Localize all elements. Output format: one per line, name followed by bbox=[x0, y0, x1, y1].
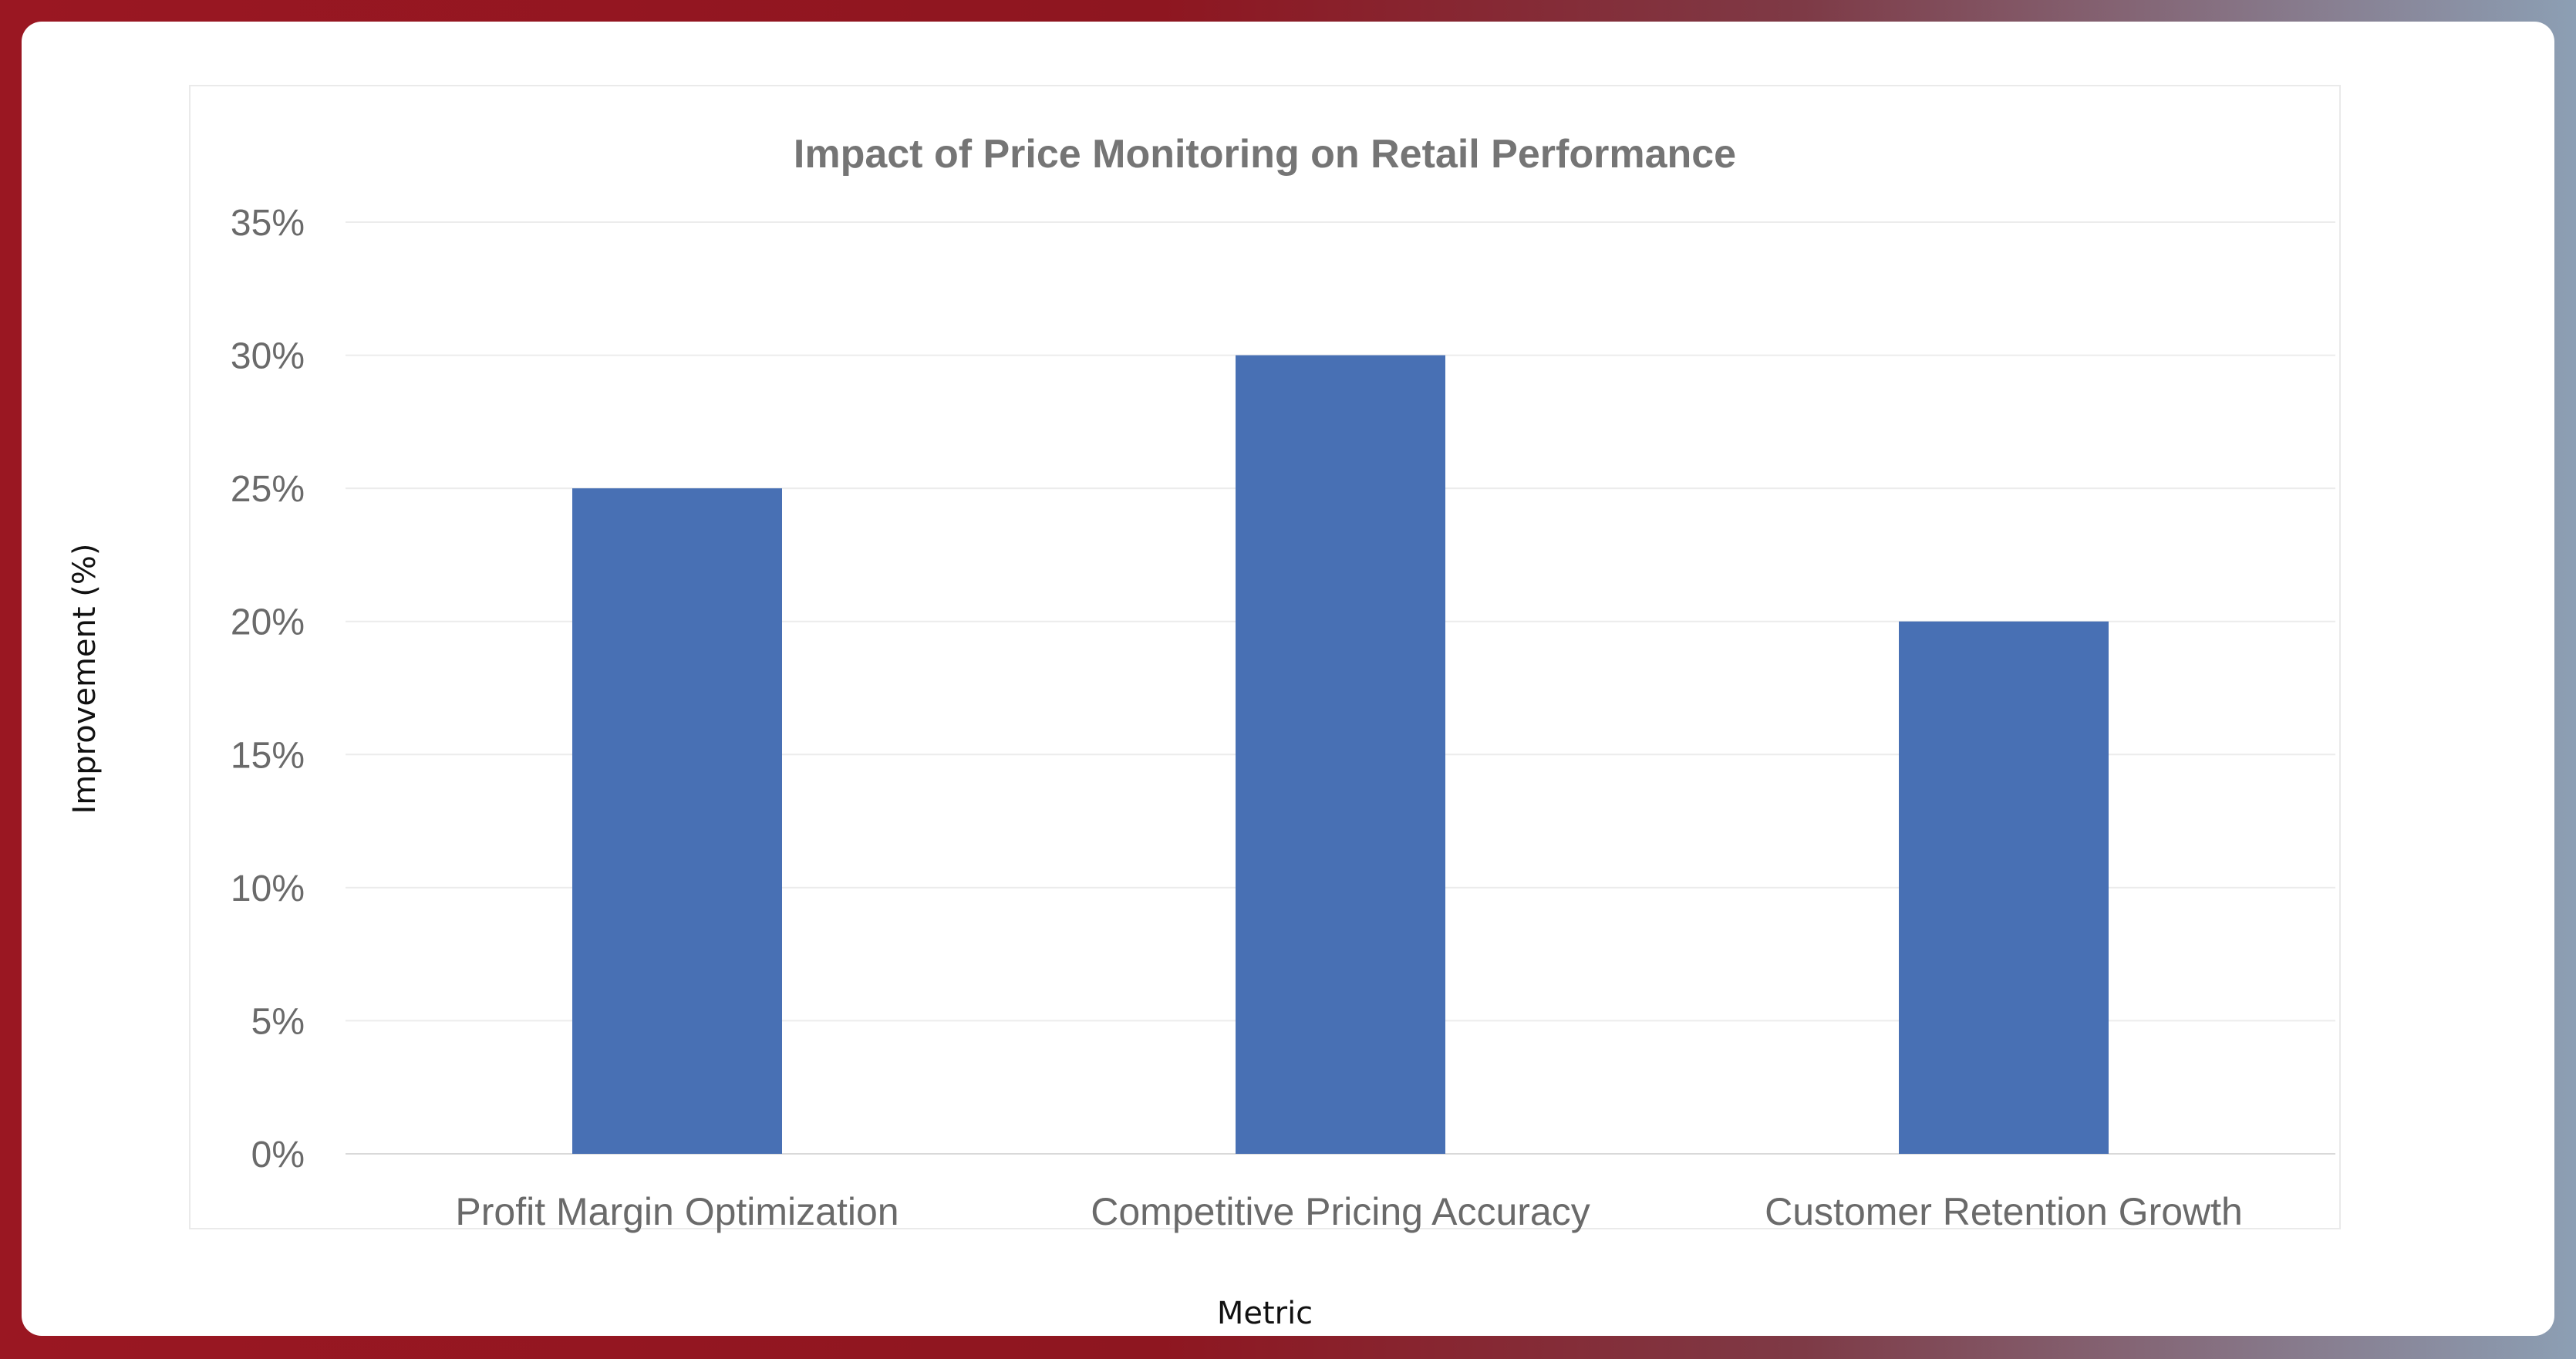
x-axis-label: Metric bbox=[1216, 1296, 1313, 1331]
y-tick-label: 15% bbox=[231, 735, 305, 776]
y-tick-label: 0% bbox=[251, 1135, 305, 1175]
x-tick-label: Customer Retention Growth bbox=[1765, 1190, 2243, 1233]
y-tick-labels: 0% 5% 10% 15% 20% 25% 30% 35% bbox=[231, 203, 305, 1175]
bar bbox=[1899, 621, 2109, 1154]
bar bbox=[1236, 355, 1445, 1155]
y-tick-label: 30% bbox=[231, 336, 305, 377]
plot-area bbox=[189, 85, 2341, 1229]
bars bbox=[572, 355, 2109, 1155]
y-tick-label: 25% bbox=[231, 469, 305, 510]
x-tick-label: Profit Margin Optimization bbox=[455, 1190, 899, 1233]
y-tick-label: 5% bbox=[251, 1001, 305, 1042]
bar bbox=[572, 488, 782, 1154]
y-tick-label: 10% bbox=[231, 868, 305, 909]
y-tick-label: 20% bbox=[231, 602, 305, 643]
y-tick-label: 35% bbox=[231, 203, 305, 244]
x-category-labels: Profit Margin Optimization Competitive Pr… bbox=[455, 1190, 2242, 1233]
x-tick-label: Competitive Pricing Accuracy bbox=[1091, 1190, 1590, 1233]
chart-title: Impact of Price Monitoring on Retail Per… bbox=[793, 132, 1737, 177]
